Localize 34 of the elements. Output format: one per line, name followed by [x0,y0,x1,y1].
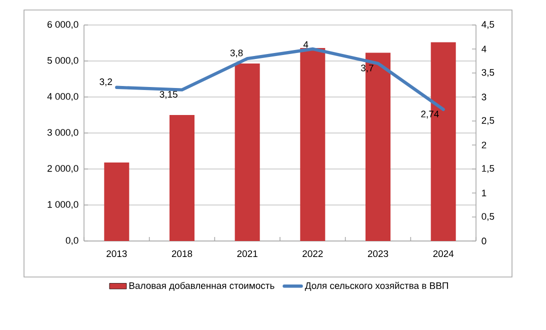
bar [300,48,326,241]
data-label: 4 [303,41,308,48]
y2-tick-label: 0,5 [482,213,494,221]
y2-tick-label: 1,5 [482,165,494,173]
y2-tick-label: 2,5 [482,117,494,125]
data-label: 3,2 [100,78,112,86]
x-tick-label: 2021 [237,250,258,258]
y-tick-label: 3 000,0 [47,129,78,137]
legend-label: Валовая добавленная стоимость [129,282,274,291]
y2-tick-label: 3 [482,94,486,100]
y-tick-label: 4 000,0 [47,93,78,101]
y2-tick-label: 0 [482,238,486,244]
x-tick-label: 2018 [172,250,192,258]
y2-tick-label: 3,5 [482,69,494,77]
y2-tick-label: 2 [482,142,486,148]
y2-tick-label: 4 [482,46,486,52]
bar [234,64,260,241]
line-series [115,47,445,112]
x-tick-label: 2024 [433,250,454,258]
y2-tick-label: 4,5 [482,21,494,29]
x-tick-label: 2013 [106,250,127,258]
bar [170,115,194,241]
y-tick-label: 2 000,0 [48,165,78,173]
x-tick-label: 2022 [302,250,323,258]
y-tick-label: 1 000,0 [48,201,78,209]
y2-tick-label: 1 [482,190,486,196]
y-tick-label: 0,0 [66,237,78,245]
bar [104,162,130,241]
data-label: 3,15 [160,90,178,99]
data-label: 3,8 [230,50,243,58]
x-tick-label: 2023 [368,250,388,258]
y-tick-label: 6 000,0 [48,21,78,29]
y-tick-label: 5 000,0 [47,57,78,65]
legend-label: Доля сельского хозяйства в ВВП [304,282,448,291]
